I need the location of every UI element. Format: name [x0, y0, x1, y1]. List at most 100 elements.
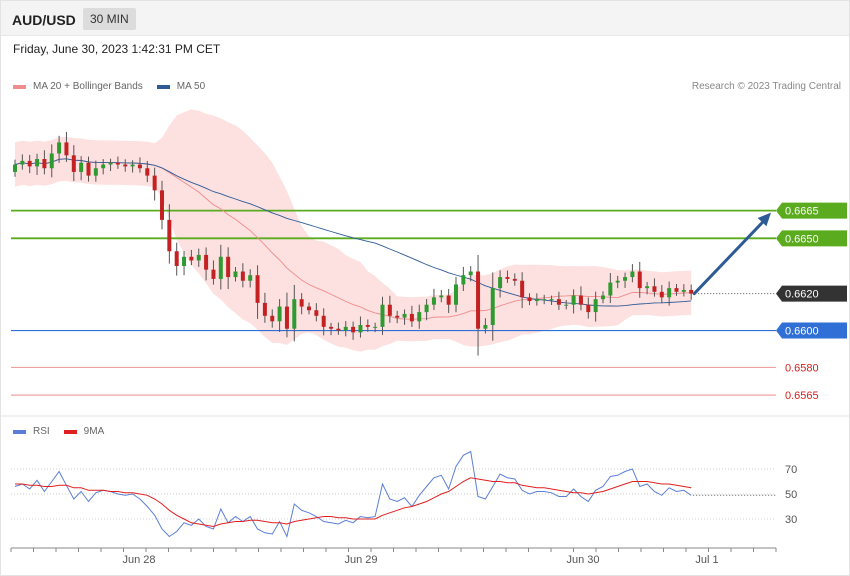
candle-body: [196, 254, 201, 261]
candle-body: [490, 288, 495, 326]
time-label-jun-30: Jun 30: [566, 554, 599, 566]
candle-body: [608, 282, 613, 296]
legend-label-ma20: MA 20 + Bollinger Bands: [33, 81, 143, 92]
candle-body: [586, 304, 591, 313]
candle-body: [13, 164, 17, 172]
candle-body: [534, 299, 539, 302]
candle-body: [498, 277, 503, 289]
legend-label-ma50: MA 50: [176, 81, 206, 92]
legend-swatch-ma50: [156, 84, 170, 89]
candle-body: [35, 159, 40, 167]
candle-body: [556, 299, 561, 305]
time-label-jun-29: Jun 29: [344, 554, 377, 566]
candle-body: [373, 326, 378, 328]
candle-body: [49, 153, 54, 169]
candle-body: [204, 254, 209, 270]
candle-body: [336, 328, 341, 331]
time-label-jul-1: Jul 1: [695, 554, 718, 566]
candle-body: [211, 269, 216, 279]
candle-body: [226, 256, 231, 278]
level-label-0.6580: 0.6580: [785, 362, 819, 374]
legend-item-9ma: 9MA: [63, 426, 105, 437]
price-legend: MA 20 + Bollinger Bands MA 50: [13, 81, 219, 92]
projection-arrow-shaft: [692, 216, 769, 296]
candle-body: [505, 277, 510, 279]
candle-body: [645, 286, 650, 289]
legend-swatch-ma20: [13, 84, 26, 89]
candle-body: [329, 326, 334, 329]
candle-body: [182, 256, 187, 266]
candle-body: [115, 162, 120, 165]
candle-body: [101, 164, 106, 169]
candle-body: [461, 275, 466, 285]
candle-body: [659, 291, 664, 298]
legend-label-9ma: 9MA: [83, 426, 105, 437]
rsi-tick-50: 50: [785, 489, 797, 501]
candle-body: [255, 275, 260, 303]
key-levels-layer: 0.6665 0.6650 0.6600 0.6580 0.6565: [11, 202, 847, 402]
overlay-layer: 0.6620: [0, 212, 850, 417]
timeframe-badge[interactable]: 30 MIN: [83, 8, 136, 30]
candle-body: [601, 295, 605, 300]
legend-swatch-rsi: [13, 429, 26, 434]
candle-body: [593, 299, 598, 313]
symbol-title: AUD/USD: [12, 12, 76, 28]
candle-body: [623, 277, 628, 281]
rsi-9ma-line: [15, 477, 692, 528]
candle-body: [476, 271, 481, 329]
current-price-label: 0.6620: [785, 289, 819, 301]
candle-body: [564, 304, 569, 306]
current-price-tag: [776, 285, 847, 302]
candle-body: [145, 168, 150, 176]
candle-body: [637, 271, 642, 289]
level-label-0.6565: 0.6565: [785, 390, 819, 402]
candle-body: [409, 313, 414, 322]
bollinger-band-layer: [15, 109, 692, 352]
candle-body: [527, 297, 532, 302]
time-label-jun-28: Jun 28: [122, 554, 155, 566]
candle-body: [667, 288, 672, 298]
candle-body: [262, 302, 267, 316]
candle-body: [292, 299, 297, 329]
candles-layer: [13, 131, 694, 356]
candle-body: [431, 297, 436, 305]
candle-body: [512, 278, 517, 281]
chart-datetime: Friday, June 30, 2023 1:42:31 PM CET: [13, 42, 221, 56]
candle-body: [123, 164, 128, 167]
candle-body: [483, 325, 488, 329]
candle-body: [365, 325, 370, 327]
candle-body: [578, 295, 583, 305]
ma50-line: [14, 158, 692, 307]
legend-swatch-9ma: [63, 429, 77, 434]
candle-body: [42, 159, 47, 169]
moving-average-layer: [14, 158, 692, 320]
candle-body: [468, 271, 473, 276]
candle-body: [299, 299, 304, 307]
candle-body: [615, 280, 620, 283]
candle-body: [380, 304, 385, 327]
legend-item-ma20-bollinger: MA 20 + Bollinger Bands: [13, 81, 143, 92]
candle-body: [130, 164, 135, 167]
candle-body: [174, 251, 179, 266]
credit-text: Research © 2023 Trading Central: [691, 81, 841, 92]
candle-body: [240, 271, 245, 281]
candle-body: [64, 142, 69, 156]
candle-body: [71, 155, 76, 172]
projection-arrow-head: [757, 212, 771, 227]
candle-body: [79, 162, 84, 172]
rsi-legend: RSI 9MA: [13, 426, 118, 437]
candle-body: [402, 313, 407, 318]
candle-body: [248, 275, 253, 281]
candle-body: [277, 306, 282, 322]
candle-body: [454, 284, 458, 305]
candle-body: [351, 326, 356, 333]
level-label-0.6665: 0.6665: [785, 206, 819, 218]
candle-body: [307, 306, 311, 311]
candle-body: [446, 295, 451, 305]
candle-body: [27, 160, 32, 167]
candle-body: [630, 271, 635, 278]
candle-body: [86, 162, 91, 176]
candle-body: [270, 315, 275, 322]
candle-body: [152, 175, 157, 191]
